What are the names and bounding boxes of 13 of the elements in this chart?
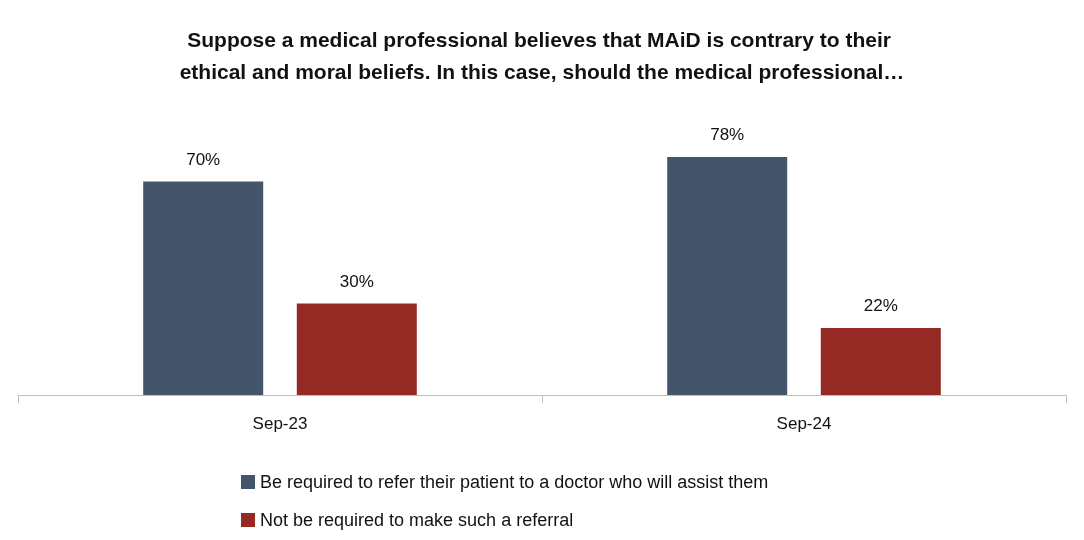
legend-label: Be required to refer their patient to a doctor who will assist them: [260, 472, 769, 492]
chart-title: Suppose a medical professional believes that MAiD is contrary to their ethical and moral beliefs. In this case, should the medical professional…: [179, 27, 905, 83]
x-tick-label: Sep-24: [776, 414, 832, 433]
data-label: 78%: [710, 125, 745, 145]
bar: [143, 181, 264, 395]
x-tick-label: Sep-23: [252, 414, 308, 433]
legend-label: Not be required to make such a referral: [260, 510, 574, 530]
bar: [667, 157, 788, 395]
data-label: 70%: [186, 149, 221, 169]
bar: [820, 327, 941, 395]
data-label: 30%: [339, 271, 374, 291]
bar: [296, 303, 417, 395]
data-label: 22%: [863, 295, 898, 315]
